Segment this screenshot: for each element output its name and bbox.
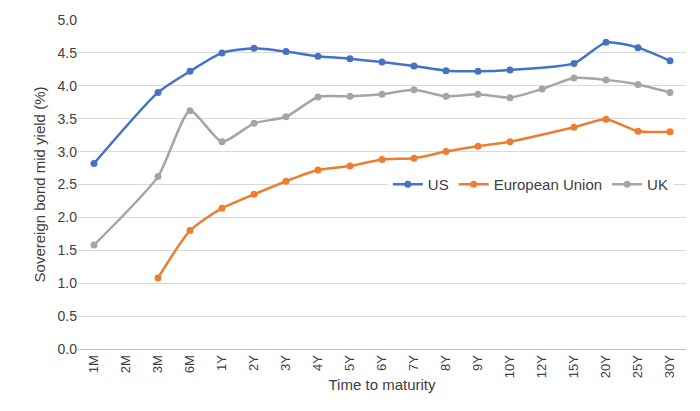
svg-text:4Y: 4Y [310,355,325,371]
svg-text:7Y: 7Y [406,355,421,371]
svg-text:4.0: 4.0 [58,78,78,94]
svg-text:UK: UK [647,176,668,193]
svg-text:2M: 2M [118,355,133,373]
svg-text:3M: 3M [150,355,165,373]
svg-text:2Y: 2Y [246,355,261,371]
svg-text:3Y: 3Y [278,355,293,371]
svg-text:2.0: 2.0 [58,209,78,225]
svg-text:10Y: 10Y [502,355,517,378]
svg-text:25Y: 25Y [630,355,645,378]
svg-text:1.0: 1.0 [58,275,78,291]
svg-text:European Union: European Union [494,176,602,193]
svg-text:5Y: 5Y [342,355,357,371]
svg-text:5.0: 5.0 [58,12,78,28]
svg-text:1M: 1M [86,355,101,373]
svg-text:US: US [428,176,449,193]
svg-text:20Y: 20Y [598,355,613,378]
svg-text:3.5: 3.5 [58,111,78,127]
svg-text:0.5: 0.5 [58,308,78,324]
svg-text:1Y: 1Y [214,355,229,371]
svg-text:3.0: 3.0 [58,144,78,160]
svg-text:4.5: 4.5 [58,45,78,61]
svg-text:1.5: 1.5 [58,242,78,258]
svg-text:12Y: 12Y [534,355,549,378]
svg-text:0.0: 0.0 [58,341,78,357]
svg-text:9Y: 9Y [470,355,485,371]
svg-text:6Y: 6Y [374,355,389,371]
svg-text:Time to maturity: Time to maturity [329,376,436,393]
svg-text:8Y: 8Y [438,355,453,371]
svg-text:2.5: 2.5 [58,176,78,192]
svg-text:15Y: 15Y [566,355,581,378]
svg-text:6M: 6M [182,355,197,373]
svg-text:Sovereign bond mid yield (%): Sovereign bond mid yield (%) [31,87,48,283]
svg-text:30Y: 30Y [662,355,677,378]
